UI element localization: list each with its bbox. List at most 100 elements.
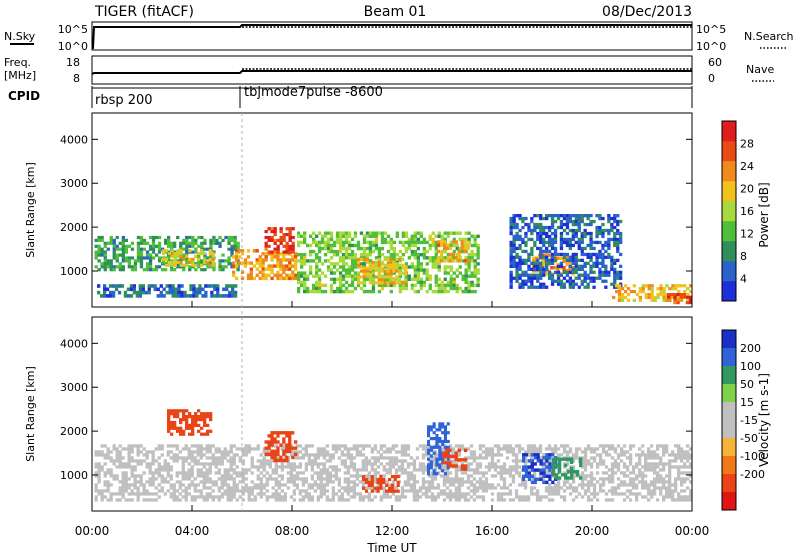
heatmap-cell xyxy=(598,444,603,448)
heatmap-cell xyxy=(565,270,570,274)
heatmap-cell xyxy=(685,295,690,299)
heatmap-cell xyxy=(545,214,549,218)
heatmap-cell xyxy=(553,258,558,262)
heatmap-cell xyxy=(478,486,483,490)
heatmap-cell xyxy=(680,498,684,502)
heatmap-cell xyxy=(380,253,385,257)
heatmap-cell xyxy=(404,281,408,285)
heatmap-cell xyxy=(428,234,432,238)
heatmap-cell xyxy=(409,471,414,475)
heatmap-cell xyxy=(139,253,144,257)
heatmap-cell xyxy=(289,468,293,472)
heatmap-cell xyxy=(446,253,450,257)
heatmap-cell xyxy=(395,277,399,281)
heatmap-cell xyxy=(466,462,471,466)
heatmap-cell xyxy=(317,274,322,278)
heatmap-cell xyxy=(635,477,639,481)
heatmap-cell xyxy=(283,483,287,487)
heatmap-cell xyxy=(665,450,669,454)
heatmap-cell xyxy=(382,468,386,472)
heatmap-cell xyxy=(517,474,522,478)
heatmap-cell xyxy=(379,477,383,482)
heatmap-cell xyxy=(197,429,201,433)
heatmap-cell xyxy=(443,237,447,242)
heatmap-cell xyxy=(568,214,572,218)
heatmap-cell xyxy=(332,289,337,294)
heatmap-cell xyxy=(373,486,377,490)
heatmap-cell xyxy=(533,261,537,265)
heatmap-cell xyxy=(610,486,615,490)
heatmap-cell xyxy=(180,290,184,295)
heatmap-cell xyxy=(109,474,113,478)
heatmap-cell xyxy=(303,274,307,278)
heatmap-cell xyxy=(145,489,149,493)
heatmap-cell xyxy=(196,483,200,487)
heatmap-cell xyxy=(475,468,480,472)
heatmap-cell xyxy=(650,456,654,460)
heatmap-cell xyxy=(389,289,393,294)
heatmap-cell xyxy=(509,276,513,280)
heatmap-cell xyxy=(589,258,593,262)
heatmap-cell xyxy=(686,471,690,475)
heatmap-cell xyxy=(379,453,383,457)
heatmap-cell xyxy=(545,474,549,478)
heatmap-cell xyxy=(680,284,684,288)
heatmap-cell xyxy=(232,492,236,496)
heatmap-cell xyxy=(100,450,104,454)
heatmap-cell xyxy=(341,259,346,263)
heatmap-cell xyxy=(235,474,239,478)
heatmap-cell xyxy=(441,431,445,435)
heatmap-cell xyxy=(317,231,322,235)
heatmap-cell xyxy=(574,276,578,280)
colorbar-swatch xyxy=(722,161,736,182)
heatmap-cell xyxy=(325,489,329,493)
heatmap-cell xyxy=(487,462,492,466)
heatmap-cell xyxy=(148,259,153,263)
heatmap-cell xyxy=(429,437,433,441)
heatmap-cell xyxy=(574,486,579,490)
heatmap-cell xyxy=(301,471,305,475)
heatmap-cell xyxy=(103,444,107,448)
heatmap-cell xyxy=(175,480,179,484)
heatmap-cell xyxy=(235,255,239,259)
heatmap-cell xyxy=(668,483,672,487)
heatmap-cell xyxy=(279,431,283,435)
heatmap-cell xyxy=(650,480,654,484)
heatmap-cell xyxy=(583,234,587,239)
heatmap-cell xyxy=(673,301,677,305)
heatmap-cell xyxy=(522,468,526,472)
heatmap-cell xyxy=(619,276,623,280)
heatmap-cell xyxy=(315,262,319,266)
heatmap-cell xyxy=(595,492,600,496)
heatmap-cell xyxy=(562,259,566,264)
heatmap-cell xyxy=(304,465,308,469)
heatmap-cell xyxy=(227,241,231,245)
heatmap-cell xyxy=(298,489,302,493)
heatmap-cell xyxy=(167,244,171,248)
heatmap-cell xyxy=(338,243,343,248)
heatmap-cell xyxy=(136,444,140,448)
heatmap-cell xyxy=(181,462,185,466)
heatmap-cell xyxy=(335,249,340,254)
heatmap-cell xyxy=(127,444,131,448)
heatmap-cell xyxy=(556,216,561,221)
heatmap-cell xyxy=(427,474,432,478)
heatmap-cell xyxy=(359,231,364,235)
heatmap-cell xyxy=(368,263,372,267)
heatmap-cell xyxy=(157,465,161,469)
heatmap-cell xyxy=(195,294,199,298)
heatmap-cell xyxy=(553,266,557,270)
heatmap-cell xyxy=(310,483,314,487)
heatmap-cell xyxy=(619,240,623,245)
heatmap-cell xyxy=(620,295,625,300)
heatmap-cell xyxy=(374,231,379,235)
heatmap-cell xyxy=(454,477,459,481)
heatmap-cell xyxy=(382,492,386,496)
heatmap-cell xyxy=(377,246,382,251)
heatmap-cell xyxy=(586,489,591,493)
heatmap-cell xyxy=(632,284,636,288)
heatmap-cell xyxy=(326,265,331,269)
heatmap-cell xyxy=(622,480,627,484)
heatmap-cell xyxy=(565,258,570,262)
